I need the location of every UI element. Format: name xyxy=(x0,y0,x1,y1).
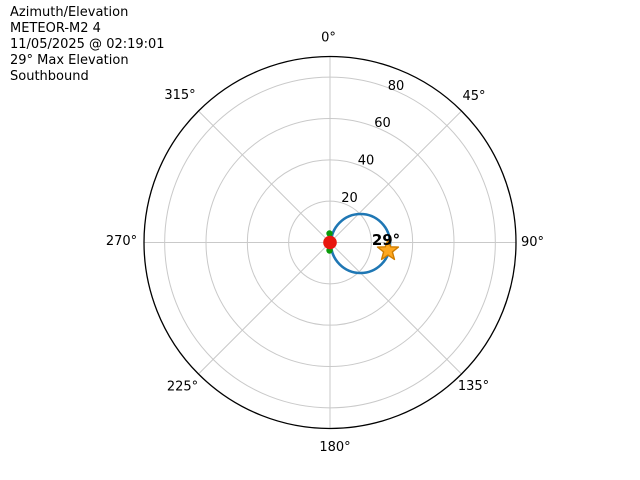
azimuth-label-315: 315° xyxy=(164,88,195,103)
outer-circle xyxy=(143,55,517,430)
elevation-label-40: 40 xyxy=(358,154,375,169)
azimuth-label-0: 0° xyxy=(321,31,336,46)
elevation-ring-80 xyxy=(164,76,496,409)
satellite-name: METEOR-M2 4 xyxy=(10,21,101,36)
elevation-ring-20 xyxy=(288,200,372,285)
pass-info-header: Azimuth/Elevation METEOR-M2 4 11/05/2025… xyxy=(10,5,165,85)
track-start-marker xyxy=(326,230,333,237)
elevation-labels: 20 40 60 80 xyxy=(341,79,404,206)
azimuth-label-225: 225° xyxy=(167,380,198,395)
elevation-ring-40 xyxy=(246,159,414,326)
elevation-ring-60 xyxy=(205,118,455,367)
chart-title: Azimuth/Elevation xyxy=(10,5,129,20)
elevation-rings xyxy=(164,76,496,409)
elevation-label-20: 20 xyxy=(341,191,358,206)
azimuth-label-45: 45° xyxy=(462,89,485,104)
max-elevation-label: 29° xyxy=(372,231,400,249)
center-marker xyxy=(323,235,337,250)
azimuth-label-180: 180° xyxy=(319,440,350,455)
azimuth-labels: 0° 45° 90° 135° 180° 225° 270° 315° xyxy=(106,31,544,456)
azimuth-label-270: 270° xyxy=(106,234,137,249)
max-elevation-star-icon xyxy=(376,238,400,261)
pass-direction: Southbound xyxy=(10,69,89,84)
azimuth-label-90: 90° xyxy=(521,235,544,250)
azimuth-label-135: 135° xyxy=(458,379,489,394)
max-elevation-text: 29° Max Elevation xyxy=(10,53,129,68)
elevation-label-80: 80 xyxy=(388,79,405,94)
elevation-label-60: 60 xyxy=(374,116,391,131)
pass-datetime: 11/05/2025 @ 02:19:01 xyxy=(10,37,165,52)
